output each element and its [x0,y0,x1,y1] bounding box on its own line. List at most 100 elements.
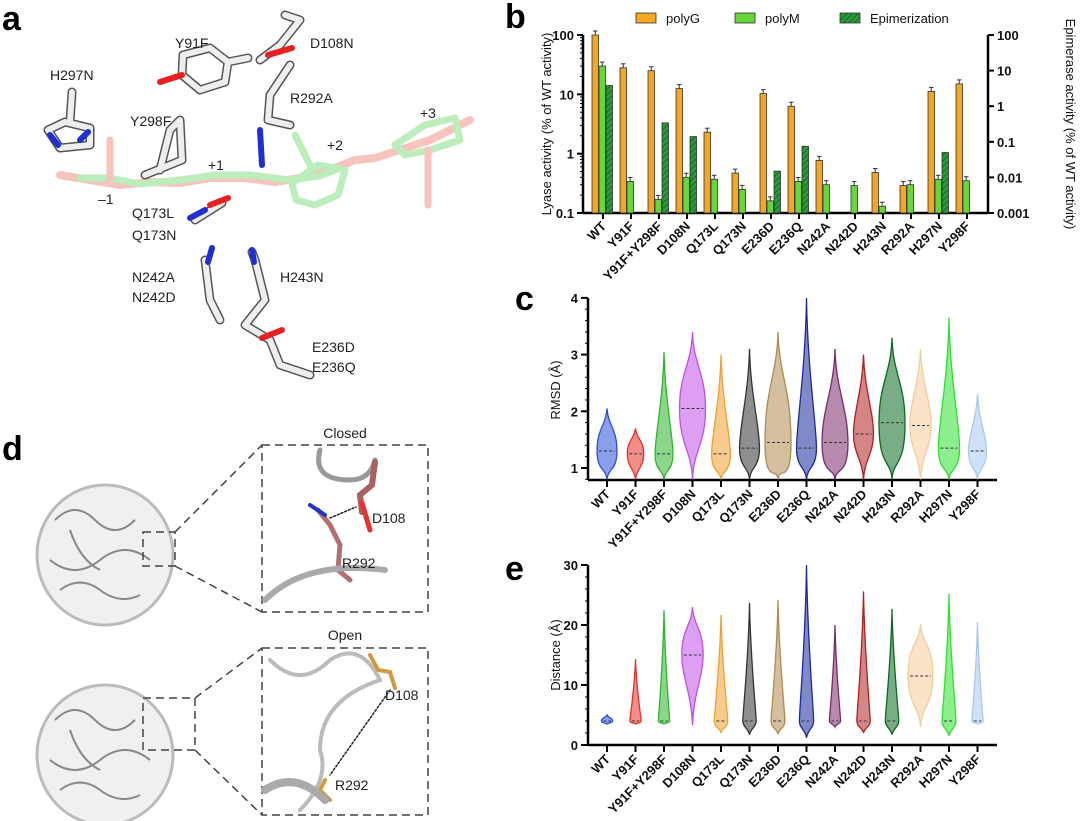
y-tick-label: 1 [567,147,574,162]
violin-r292a [907,623,934,728]
bar-polym-n242d [850,185,858,214]
panel-letter-d: d [2,430,23,468]
bar-polym-n242a [822,184,830,214]
panel-letter-c: c [515,280,534,318]
bar-epimerization-e236q [801,145,809,214]
legend-label: polyG [666,11,700,26]
legend-swatch-epimerization [839,12,861,24]
residue-label: H297N [50,67,94,83]
y2-tick-label: 0.001 [997,206,1030,221]
violin-q173n [738,348,761,480]
violin-n242a [821,348,849,480]
open-inset [261,651,397,812]
y-tick-label: 1 [571,461,578,476]
bar-polym-h297n [934,178,942,214]
violin-d108n [678,331,707,480]
y-tick-label: 4 [571,291,579,306]
y-tick-label: 10 [564,678,578,693]
subsite-label: –1 [98,191,114,207]
open-title: Open [328,627,362,643]
bar-polym-h243n [878,205,886,214]
active-site-structure: Y91F D108N H297N R292A Y298F Q173L Q173N… [43,10,474,380]
bar-polyg-h243n [871,172,879,214]
bar-polyg-wt [591,34,599,214]
legend-label: Epimerization [870,11,949,26]
residue-label: E236D [312,339,355,355]
y-tick-label: 0 [571,738,578,753]
bar-polym-e236q [794,181,802,214]
violin-q173l [713,614,729,734]
violin-h243n [878,337,906,480]
protein-cartoon-open [35,683,175,821]
violin-d108n [681,606,704,726]
closed-open-conformations: Closed D108 R292 Open D108 R292 [35,425,429,821]
y-tick-label: 3 [571,348,578,363]
bar-polyg-y91f+y298f [647,70,655,214]
x-tick-label: Y298F [946,751,984,789]
violin-n242d [856,591,871,734]
panel-letter-e: e [505,550,524,588]
y-tick-label: 20 [564,618,578,633]
residue-label: E236Q [312,359,356,375]
panel-letter-b: b [505,0,526,36]
bar-polym-wt [598,65,606,214]
bar-epimerization-d108n [689,136,697,214]
y-tick-label: 10 [560,87,574,102]
residue-label: D108N [310,35,354,51]
violin-e236q [795,297,818,480]
x-tick-label: Y298F [935,218,973,256]
violin-y91f [629,659,642,726]
panel-letter-a: a [2,0,22,38]
bar-polyg-q173n [731,172,739,214]
bar-polym-y91f [626,181,634,214]
residue-label: Q173N [132,227,176,243]
bar-epimerization-e236d [773,170,781,214]
substrate-sticks [56,114,474,209]
violin-n242d [852,354,875,480]
x-tick-label: Y298F [946,486,984,524]
violin-wt [600,713,614,726]
bar-polym-q173l [710,178,718,214]
y-tick-label: 0.1 [556,206,574,221]
legend-label: polyM [765,11,800,26]
residue-label: Q173L [132,205,174,221]
bar-polyg-n242a [815,160,823,214]
y2-tick-label: 0.1 [997,135,1015,150]
bar-polyg-e236q [787,105,795,214]
bar-polym-d108n [682,176,690,214]
open-d108-label: D108 [385,687,419,703]
violin-q173n [742,602,757,735]
bar-polym-e236d [766,200,774,214]
y-axis-label: RMSD (Å) [548,360,563,419]
y-tick-label: 100 [552,28,574,43]
bar-epimerization-y91f+y298f [661,122,669,214]
bar-polyg-e236d [759,93,767,214]
bar-polyg-y298f [955,83,963,214]
closed-d108-label: D108 [372,510,406,526]
violin-n242a [828,624,842,729]
violin-y298f [971,621,984,726]
violin-r292a [909,348,932,480]
violin-y91f+y298f [657,609,671,726]
y-axis-label: Distance (Å) [548,619,563,691]
violin-h243n [884,608,900,735]
bar-polyg-r292a [899,185,907,214]
violin-y91f+y298f [654,351,674,480]
y2-tick-label: 100 [997,28,1019,43]
subsite-label: +2 [327,137,343,153]
violin-h297n [941,593,957,737]
residue-label: H243N [280,269,324,285]
residue-label: Y298F [130,113,171,129]
y2-tick-label: 1 [997,99,1004,114]
bar-polym-y298f [962,180,970,214]
zoom-guides [142,444,429,816]
bar-polyg-h297n [927,91,935,214]
residue-sticks [43,10,315,380]
residue-label: Y91F [175,35,208,51]
bar-epimerization-h297n [941,152,949,214]
